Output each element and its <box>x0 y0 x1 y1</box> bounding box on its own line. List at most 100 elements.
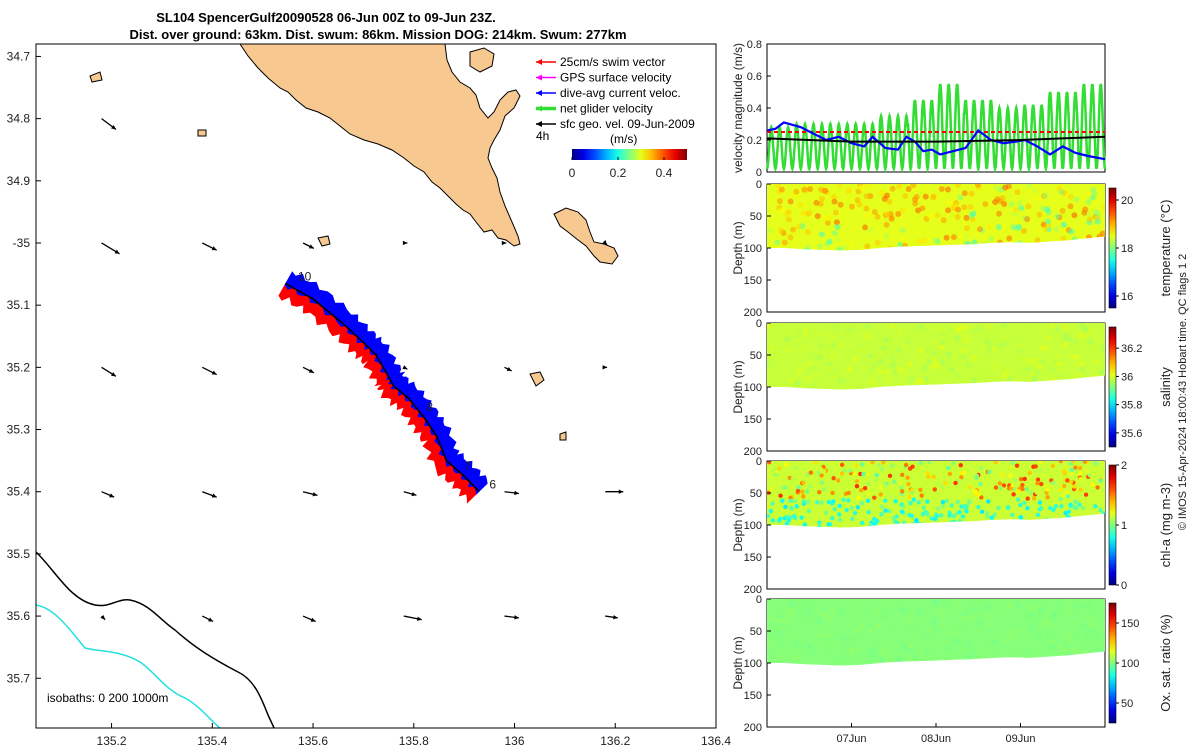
land-islet-4 <box>89 71 103 83</box>
section-sample-dot <box>873 608 880 615</box>
section-sample-dot <box>835 609 842 616</box>
section-sample-dot <box>919 493 924 498</box>
section-sample-dot <box>958 462 963 468</box>
section-sample-dot <box>799 515 804 520</box>
section-sample-dot <box>946 622 953 629</box>
section-sample-dot <box>1018 514 1024 520</box>
section-sample-dot <box>889 323 896 329</box>
section-sample-dot <box>1068 479 1074 485</box>
section-sample-dot <box>1045 335 1052 342</box>
section-sample-dot <box>965 654 972 661</box>
section-sample-dot <box>891 625 898 632</box>
section-sample-dot <box>886 652 893 659</box>
section-sample-dot <box>883 232 890 239</box>
section-sample-dot <box>797 603 804 610</box>
section-sample-dot <box>865 648 872 655</box>
section-sample-dot <box>832 640 839 647</box>
section-x-tick-label: 09Jun <box>1006 733 1036 745</box>
section-sample-dot <box>830 194 837 201</box>
section-y-tick-label: 150 <box>744 275 762 287</box>
section-y-tick-label: 100 <box>744 243 762 255</box>
section-sample-dot <box>871 361 878 368</box>
section-sample-dot <box>899 605 906 612</box>
section-dots <box>767 323 1105 390</box>
velocity-panel: 0 0.2 0.4 0.6 0.8 velocity magnitude (m/s) <box>731 39 1107 179</box>
section-sample-dot <box>845 188 852 195</box>
section-sample-dot <box>895 346 902 353</box>
section-ylabel: Depth (m) <box>731 360 745 413</box>
section-sample-dot <box>906 647 913 654</box>
dive-avg-current-veloc--line <box>766 121 1106 161</box>
section-sample-dot <box>921 645 928 652</box>
velocity-y-ticks: 0 0.2 0.4 0.6 0.8 <box>747 39 771 179</box>
section-sample-dot <box>860 344 867 351</box>
sfc-geo-vel--line <box>766 135 1106 143</box>
section-sample-dot <box>836 246 843 251</box>
section-sample-dot <box>945 631 952 638</box>
section-sample-dot <box>1001 201 1008 208</box>
section-sample-dot <box>1043 603 1050 610</box>
isobath-label: isobaths: 0 200 1000m <box>47 691 168 705</box>
section-sample-dot <box>971 377 978 384</box>
section-sample-dot <box>856 495 861 501</box>
section-sample-dot <box>947 610 954 617</box>
section-sample-dot <box>788 633 795 640</box>
section-sample-dot <box>992 365 999 372</box>
section-sample-dot <box>918 347 925 354</box>
section-sample-dot <box>1095 633 1102 640</box>
section-sample-dot <box>905 615 912 622</box>
section-sample-dot <box>881 195 888 202</box>
map-x-tick-label: 136.4 <box>701 734 731 748</box>
section-sample-dot <box>889 362 896 369</box>
section-sample-dot <box>902 193 909 200</box>
section-sample-dot <box>874 239 881 246</box>
section-colorbar <box>1108 602 1117 724</box>
section-sample-dot <box>1063 510 1068 516</box>
section-sample-dot <box>878 358 885 365</box>
section-sample-dot <box>778 207 785 214</box>
section-sample-dot <box>1021 647 1028 654</box>
section-sample-dot <box>889 349 896 356</box>
section-sample-dot <box>849 505 855 511</box>
section-sample-dot <box>800 346 807 353</box>
section-sample-dot <box>944 186 951 193</box>
section-sample-dot <box>997 343 1004 350</box>
section-sample-dot <box>1073 196 1080 203</box>
section-sample-dot <box>875 376 882 383</box>
map-x-tick-label: 136.2 <box>600 734 630 748</box>
map-background <box>36 44 716 728</box>
section-sample-dot <box>978 325 985 332</box>
section-sample-dot <box>1062 332 1069 339</box>
section-sample-dot <box>991 639 998 646</box>
section-sample-dot <box>806 643 813 650</box>
section-sample-dot <box>1065 478 1070 483</box>
section-sample-dot <box>865 472 871 477</box>
velocity-y-tick-label: 0 <box>756 167 762 179</box>
section-sample-dot <box>1053 353 1060 360</box>
section-sample-dot <box>974 473 980 478</box>
section-sample-dot <box>932 487 937 492</box>
section-sample-dot <box>801 599 808 603</box>
section-sample-dot <box>936 324 943 331</box>
section-sample-dot <box>1080 505 1086 511</box>
section-sample-dot <box>891 642 898 649</box>
land-islet-2 <box>529 371 545 387</box>
section-sample-dot <box>784 612 791 619</box>
section-ylabel: Depth (m) <box>731 498 745 551</box>
section-sample-dot <box>999 195 1006 202</box>
map-x-tick-label: 136 <box>505 734 525 748</box>
section-sample-dot <box>932 599 939 604</box>
section-sample-dot <box>866 626 873 633</box>
section-sample-dot <box>1067 203 1074 210</box>
section-sample-dot <box>1062 632 1069 639</box>
legend-swatch-arrowhead <box>536 90 542 96</box>
section-y-tick-label: 150 <box>744 414 762 426</box>
section-sample-dot <box>901 236 908 243</box>
velocity-y-tick-label: 0.6 <box>747 71 762 83</box>
section-sample-dot <box>991 334 998 341</box>
track-day-label: 6 <box>489 478 496 492</box>
section-sample-dot <box>955 206 962 213</box>
section-sample-dot <box>899 207 906 214</box>
section-sample-dot <box>1035 622 1042 629</box>
section-sample-dot <box>881 345 888 352</box>
